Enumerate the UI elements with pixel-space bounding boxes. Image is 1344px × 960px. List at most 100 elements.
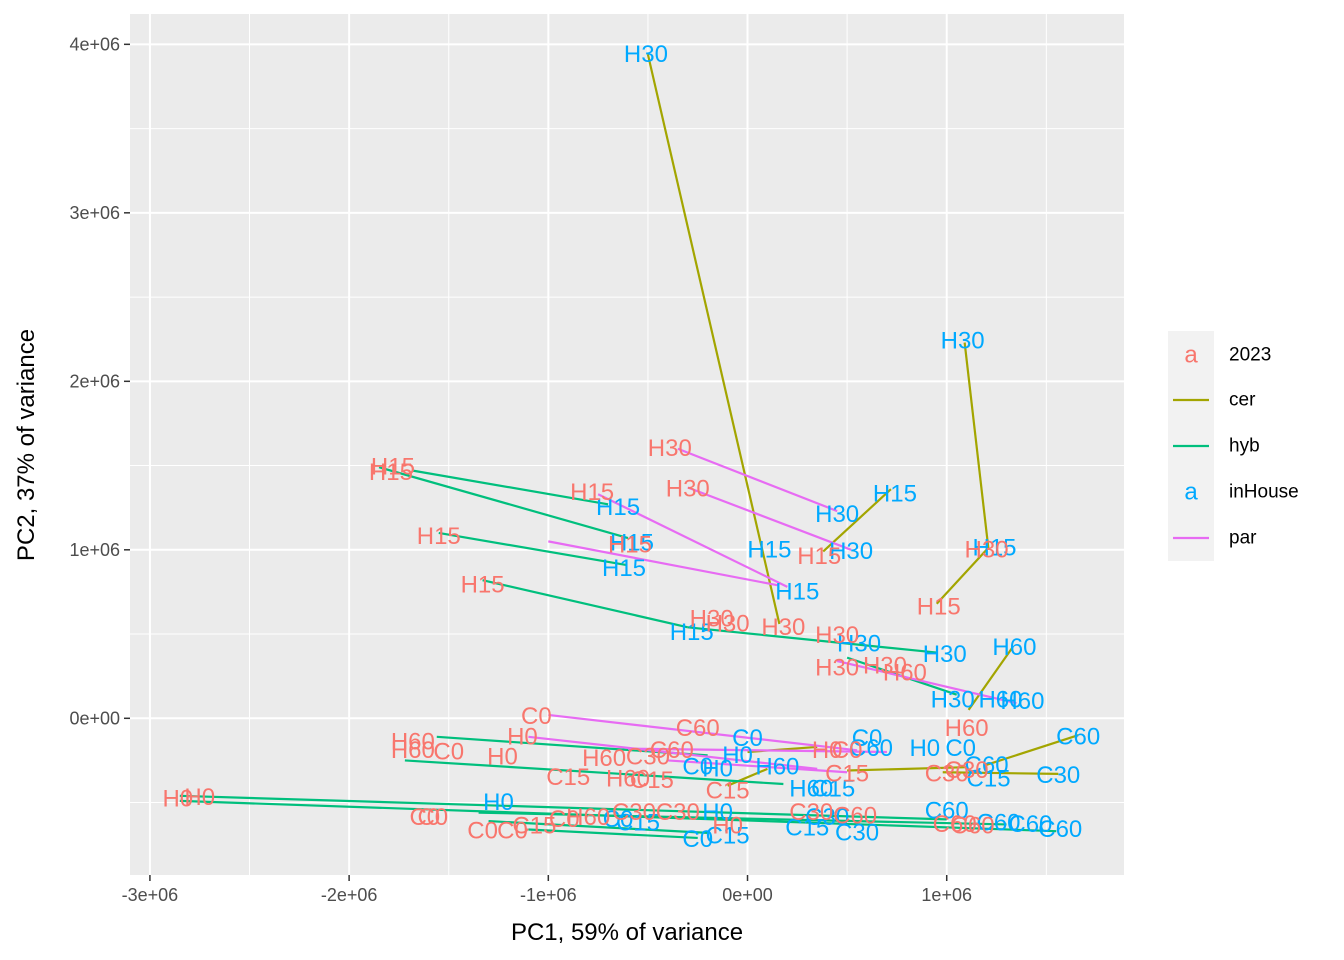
point-label-2023: H0 bbox=[162, 786, 193, 813]
point-label-2023: C15 bbox=[825, 760, 869, 787]
point-label-2023: H60 bbox=[391, 737, 435, 764]
point-label-2023: H30 bbox=[666, 476, 710, 503]
point-label-2023: C30 bbox=[925, 760, 969, 787]
point-label-inHouse: H30 bbox=[941, 327, 985, 354]
point-label-2023: C15 bbox=[546, 764, 590, 791]
x-axis: -3e+06 -2e+06 -1e+06 0e+00 1e+06 bbox=[122, 875, 972, 905]
point-label-inHouse: C60 bbox=[1038, 816, 1082, 843]
point-label-inHouse: H30 bbox=[931, 686, 975, 713]
segment-par bbox=[548, 540, 778, 587]
segment-hyb bbox=[687, 626, 937, 654]
x-tick-label: -2e+06 bbox=[321, 885, 378, 905]
point-label-inHouse: H60 bbox=[992, 634, 1036, 661]
point-label-inHouse: C30 bbox=[805, 804, 849, 831]
point-label-2023: H15 bbox=[371, 454, 415, 481]
point-label-inHouse: C0 bbox=[682, 826, 713, 853]
point-label-inHouse: C0 bbox=[603, 806, 634, 833]
point-label-2023: H15 bbox=[461, 572, 505, 599]
segment-cer bbox=[822, 488, 892, 553]
point-label-inHouse: C0 bbox=[732, 725, 763, 752]
legend: a 2023 cer hyb a inHouse par bbox=[1168, 331, 1299, 561]
segment-hyb bbox=[179, 794, 947, 821]
point-label-2023: C60 bbox=[650, 737, 694, 764]
point-label-2023: C0 bbox=[433, 739, 464, 766]
point-label-inHouse: C30 bbox=[1036, 762, 1080, 789]
segment-hyb bbox=[482, 579, 689, 629]
point-label-2023: C30 bbox=[656, 799, 700, 826]
segment-cer bbox=[942, 771, 1059, 776]
segment-par bbox=[597, 493, 788, 588]
connecting-lines bbox=[179, 54, 1079, 840]
point-label-2023: H0 bbox=[812, 737, 843, 764]
point-label-2023: H15 bbox=[917, 594, 961, 621]
point-label-2023: H30 bbox=[815, 654, 859, 681]
segment-cer bbox=[967, 646, 1014, 711]
legend-key-2023: a bbox=[1184, 342, 1198, 369]
point-label-2023: H0 bbox=[487, 744, 518, 771]
point-label-2023: C0 bbox=[467, 818, 498, 845]
point-label-inHouse: H30 bbox=[923, 641, 967, 668]
point-label-2023: C0 bbox=[497, 818, 528, 845]
point-label-inHouse: H15 bbox=[610, 530, 654, 557]
point-label-inHouse: H15 bbox=[775, 578, 819, 605]
point-label-2023: H15 bbox=[570, 479, 614, 506]
point-label-2023: C15 bbox=[706, 777, 750, 804]
point-label-inHouse: H60 bbox=[755, 754, 799, 781]
point-label-inHouse: C60 bbox=[965, 752, 1009, 779]
point-label-2023: H15 bbox=[369, 459, 413, 486]
x-tick-label: -3e+06 bbox=[122, 885, 179, 905]
point-label-inHouse: H60 bbox=[978, 686, 1022, 713]
y-tick-label: 4e+06 bbox=[69, 34, 120, 54]
point-label-inHouse: C15 bbox=[616, 809, 660, 836]
legend-label-hyb: hyb bbox=[1229, 436, 1260, 457]
segment-par bbox=[687, 486, 852, 551]
point-label-inHouse: H15 bbox=[670, 619, 714, 646]
point-label-inHouse: C15 bbox=[706, 823, 750, 850]
point-label-2023: C30 bbox=[945, 757, 989, 784]
point-label-inHouse: H15 bbox=[747, 536, 791, 563]
point-label-inHouse: H0 bbox=[483, 789, 514, 816]
point-label-inHouse: H60 bbox=[789, 776, 833, 803]
segment-par bbox=[836, 659, 1017, 705]
point-label-2023: C0 bbox=[832, 737, 863, 764]
grid-minor bbox=[130, 14, 1124, 875]
point-label-2023: C60 bbox=[933, 811, 977, 838]
legend-label-cer: cer bbox=[1229, 390, 1256, 411]
legend-key-inHouse: a bbox=[1184, 479, 1198, 506]
segment-cer bbox=[727, 767, 768, 787]
point-label-2023: H30 bbox=[690, 605, 734, 632]
x-tick-label: 0e+00 bbox=[722, 885, 773, 905]
point-label-2023: C15 bbox=[512, 813, 556, 840]
segment-par bbox=[548, 713, 858, 752]
point-label-inHouse: C0 bbox=[945, 735, 976, 762]
point-label-inHouse: H0 bbox=[702, 799, 733, 826]
point-label-inHouse: H0 bbox=[702, 755, 733, 782]
point-label-2023: H60 bbox=[606, 765, 650, 792]
point-label-inHouse: H30 bbox=[815, 501, 859, 528]
point-label-inHouse: H0 bbox=[909, 735, 940, 762]
segment-cer bbox=[935, 549, 988, 605]
point-label-2023: H60 bbox=[566, 804, 610, 831]
y-tick-label: 3e+06 bbox=[69, 203, 120, 223]
y-tick-label: 0e+00 bbox=[69, 708, 120, 728]
point-label-2023: H15 bbox=[797, 543, 841, 570]
point-label-inHouse: H15 bbox=[596, 494, 640, 521]
point-label-2023: H30 bbox=[706, 610, 750, 637]
point-label-2023: C15 bbox=[630, 767, 674, 794]
legend-label-2023: 2023 bbox=[1229, 345, 1271, 366]
point-label-inHouse: H60 bbox=[1000, 688, 1044, 715]
point-label-2023: C60 bbox=[833, 803, 877, 830]
point-label-2023: C60 bbox=[951, 813, 995, 840]
point-label-2023: H30 bbox=[815, 622, 859, 649]
x-tick-label: -1e+06 bbox=[520, 885, 577, 905]
point-label-2023: H30 bbox=[965, 536, 1009, 563]
segment-cer bbox=[984, 734, 1079, 767]
legend-label-par: par bbox=[1229, 528, 1257, 549]
point-label-inHouse: H30 bbox=[624, 41, 668, 68]
point-label-inHouse: C15 bbox=[967, 765, 1011, 792]
segment-par bbox=[667, 759, 848, 774]
point-label-2023: H15 bbox=[417, 523, 461, 550]
x-tick-label: 1e+06 bbox=[921, 885, 972, 905]
y-axis-title: PC2, 37% of variance bbox=[13, 329, 40, 561]
point-label-inHouse: C60 bbox=[849, 735, 893, 762]
